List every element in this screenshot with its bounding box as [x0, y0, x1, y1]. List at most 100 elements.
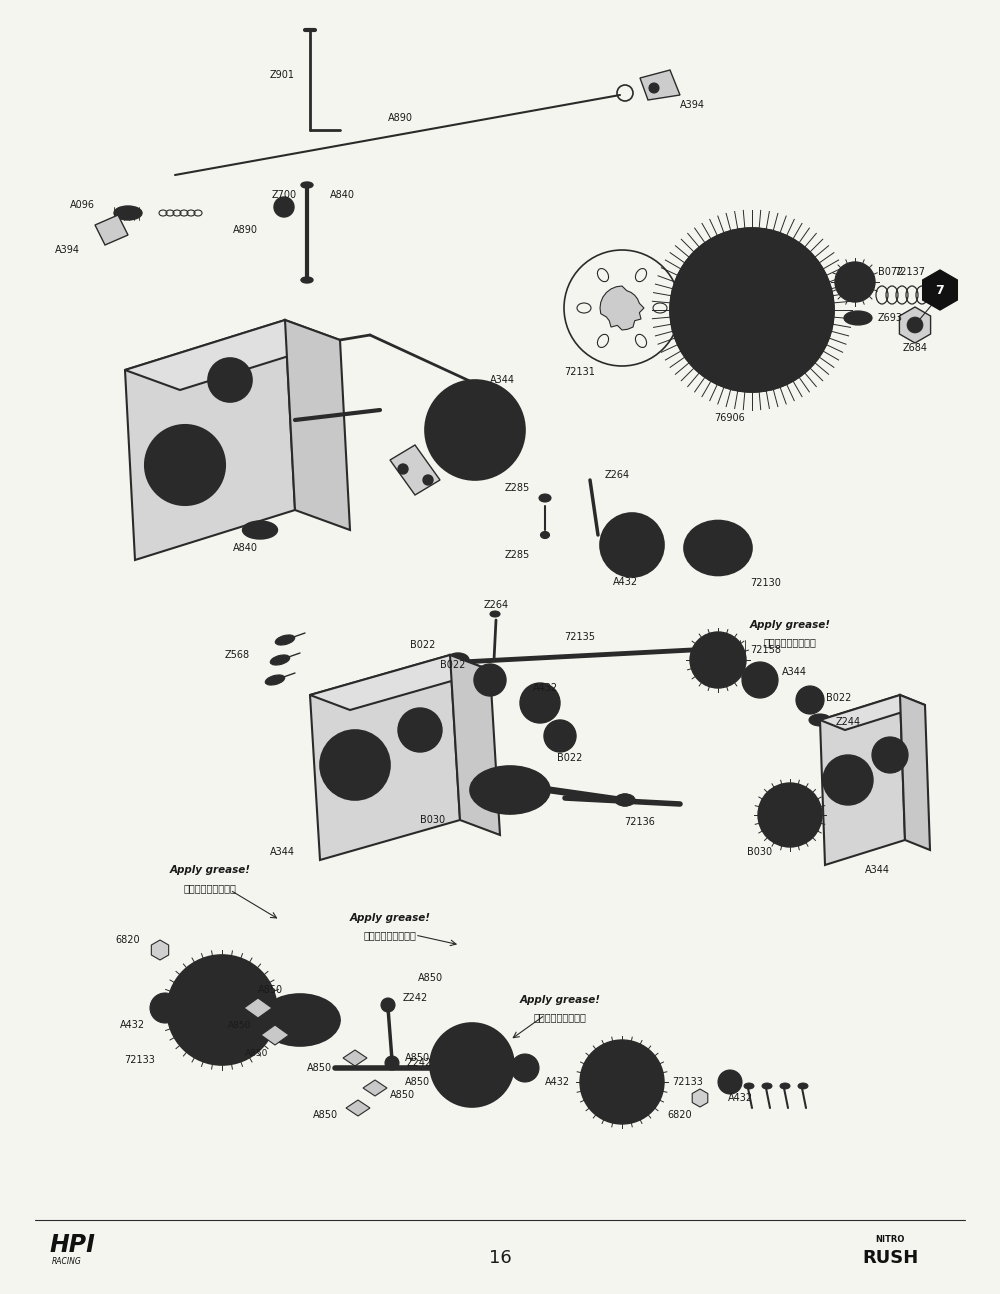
Text: B030: B030	[747, 848, 773, 857]
Circle shape	[907, 317, 923, 333]
Polygon shape	[390, 445, 440, 496]
Circle shape	[823, 754, 873, 805]
Circle shape	[381, 998, 395, 1012]
Circle shape	[713, 525, 723, 534]
Ellipse shape	[490, 778, 530, 802]
Text: RACING: RACING	[52, 1258, 82, 1267]
Text: 6820: 6820	[668, 1110, 692, 1121]
Circle shape	[627, 540, 637, 550]
Circle shape	[544, 719, 576, 752]
Text: A850: A850	[405, 1053, 430, 1062]
Text: Z264: Z264	[605, 470, 630, 480]
Polygon shape	[285, 320, 350, 531]
Text: RUSH: RUSH	[862, 1249, 918, 1267]
Circle shape	[320, 730, 390, 800]
Text: Z285: Z285	[505, 550, 530, 560]
Circle shape	[227, 987, 237, 998]
Circle shape	[227, 1022, 237, 1033]
Polygon shape	[820, 695, 925, 730]
Polygon shape	[261, 1025, 289, 1046]
Circle shape	[493, 399, 507, 413]
Polygon shape	[346, 1100, 370, 1115]
Circle shape	[411, 721, 429, 739]
Text: Apply grease!: Apply grease!	[170, 864, 250, 875]
Text: 72136: 72136	[625, 817, 655, 827]
Ellipse shape	[798, 1083, 808, 1090]
Text: A850: A850	[313, 1110, 338, 1121]
Text: B022: B022	[410, 641, 435, 650]
Circle shape	[452, 1046, 492, 1084]
Circle shape	[464, 1057, 480, 1073]
Circle shape	[430, 1024, 514, 1106]
Text: Z285: Z285	[505, 483, 530, 493]
Circle shape	[467, 1088, 477, 1099]
Polygon shape	[900, 695, 930, 850]
Circle shape	[165, 445, 205, 485]
Text: A394: A394	[55, 245, 80, 255]
Circle shape	[758, 783, 822, 848]
Text: 16: 16	[489, 1249, 511, 1267]
Circle shape	[554, 730, 566, 741]
Polygon shape	[363, 1080, 387, 1096]
Text: Z242: Z242	[403, 992, 428, 1003]
Text: A394: A394	[680, 100, 705, 110]
Circle shape	[398, 465, 408, 474]
Circle shape	[207, 987, 217, 998]
Circle shape	[433, 423, 447, 437]
Text: A890: A890	[388, 113, 413, 123]
Text: A432: A432	[612, 577, 638, 587]
Polygon shape	[820, 695, 905, 864]
Text: B022: B022	[557, 753, 583, 763]
Text: Z901: Z901	[270, 70, 295, 80]
Ellipse shape	[447, 653, 469, 666]
Circle shape	[398, 708, 442, 752]
Text: A850: A850	[307, 1062, 332, 1073]
Text: A432: A432	[727, 1093, 753, 1102]
Text: Apply grease!: Apply grease!	[750, 620, 830, 630]
Ellipse shape	[773, 276, 792, 292]
Circle shape	[468, 458, 482, 472]
Ellipse shape	[779, 317, 800, 330]
Circle shape	[468, 388, 482, 402]
Polygon shape	[600, 286, 644, 330]
Ellipse shape	[242, 521, 278, 540]
Text: 72137: 72137	[895, 267, 926, 277]
Circle shape	[649, 83, 659, 93]
Polygon shape	[310, 655, 490, 710]
Text: A432: A432	[532, 683, 558, 694]
Polygon shape	[450, 655, 500, 835]
Text: 72133: 72133	[124, 1055, 155, 1065]
Text: 72133: 72133	[672, 1077, 703, 1087]
Circle shape	[690, 631, 746, 688]
Text: 76906: 76906	[715, 413, 745, 423]
Polygon shape	[244, 998, 272, 1018]
Ellipse shape	[539, 494, 551, 502]
Text: Z684: Z684	[902, 343, 928, 353]
Text: A096: A096	[70, 201, 95, 210]
Circle shape	[600, 512, 664, 577]
Text: 6820: 6820	[115, 936, 140, 945]
Ellipse shape	[490, 611, 500, 617]
Text: A840: A840	[330, 190, 355, 201]
Text: Z244: Z244	[836, 717, 861, 727]
Circle shape	[838, 770, 858, 791]
Circle shape	[208, 358, 252, 402]
Circle shape	[443, 1046, 453, 1056]
Polygon shape	[95, 215, 128, 245]
Text: A840: A840	[232, 543, 258, 553]
Text: A344: A344	[782, 666, 807, 677]
Circle shape	[385, 1056, 399, 1070]
Text: A850: A850	[257, 985, 283, 995]
Ellipse shape	[540, 532, 550, 538]
Circle shape	[718, 1070, 742, 1093]
Circle shape	[725, 1077, 735, 1087]
Circle shape	[220, 370, 240, 389]
Text: A850: A850	[228, 1021, 252, 1030]
Circle shape	[192, 980, 252, 1040]
Ellipse shape	[265, 675, 285, 685]
Ellipse shape	[704, 290, 725, 303]
Circle shape	[210, 998, 234, 1022]
Ellipse shape	[260, 994, 340, 1046]
Circle shape	[600, 1060, 644, 1104]
Text: A890: A890	[232, 225, 258, 236]
